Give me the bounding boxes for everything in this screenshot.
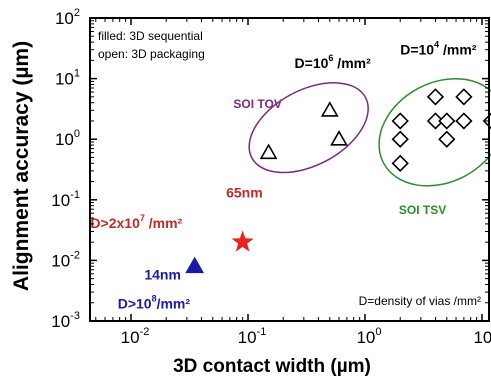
y-tick-label: 10-3: [51, 310, 80, 331]
y-tick-label: 102: [55, 7, 80, 28]
footnote: D=density of vias /mm²: [359, 294, 481, 308]
region-ellipse: [248, 82, 369, 174]
x-tick-label: 101: [473, 326, 491, 347]
y-axis-label: Alignment accuracy (µm): [10, 41, 33, 291]
y-tick-label: 101: [55, 68, 80, 89]
data-point-open-triangle: [330, 130, 348, 146]
region-ellipse: [378, 77, 491, 187]
data-point-open-diamond: [438, 112, 456, 130]
data-point-open-diamond: [391, 112, 409, 130]
data-point-filled-triangle: [185, 256, 205, 274]
axes-layer: 102 101 100 10-1 10-2 10-3 10-2 10-1 100 101: [51, 7, 491, 347]
y-tick-label: 100: [55, 128, 80, 149]
annotation-label: 65nm: [226, 184, 263, 200]
annotation-label: D=104 /mm²: [400, 39, 477, 57]
legend-note: filled: 3D sequential: [98, 29, 203, 43]
data-point-open-diamond: [391, 154, 409, 172]
notes-layer: filled: 3D sequential open: 3D packaging D…: [98, 29, 481, 308]
x-tick-label: 10-1: [238, 326, 267, 347]
x-tick-label: 100: [356, 326, 381, 347]
x-tick-label: 10-2: [121, 326, 150, 347]
data-point-open-triangle: [259, 143, 278, 160]
data-point-open-diamond: [438, 130, 456, 148]
annotation-label: D>108/mm²: [118, 294, 191, 312]
region-label: SOI TSV: [399, 203, 446, 217]
points-layer: [185, 88, 491, 274]
annotation-label: D>2x107 /mm²: [90, 213, 182, 231]
data-point-open-diamond: [455, 112, 473, 130]
regions-layer: SOI TOV SOI TSV: [233, 77, 491, 217]
annotation-label: 14nm: [144, 267, 181, 283]
plot-frame: [89, 17, 490, 322]
data-point-open-triangle: [320, 101, 339, 117]
data-point-open-diamond: [426, 112, 445, 130]
y-tick-label: 10-1: [51, 189, 80, 210]
annotations-layer: D=106 /mm² D=104 /mm² 65nm D>2x107 /mm² 14nm…: [90, 39, 476, 311]
x-axis-label: 3D contact width (µm): [173, 356, 371, 377]
data-point-open-diamond: [391, 130, 409, 148]
y-tick-label: 10-2: [51, 249, 80, 270]
legend-note: open: 3D packaging: [98, 47, 205, 61]
data-point-open-diamond: [426, 88, 445, 106]
data-point-open-diamond: [455, 88, 473, 106]
data-point-star: [231, 230, 254, 252]
annotation-label: D=106 /mm²: [295, 53, 372, 71]
region-label: SOI TOV: [233, 97, 281, 111]
